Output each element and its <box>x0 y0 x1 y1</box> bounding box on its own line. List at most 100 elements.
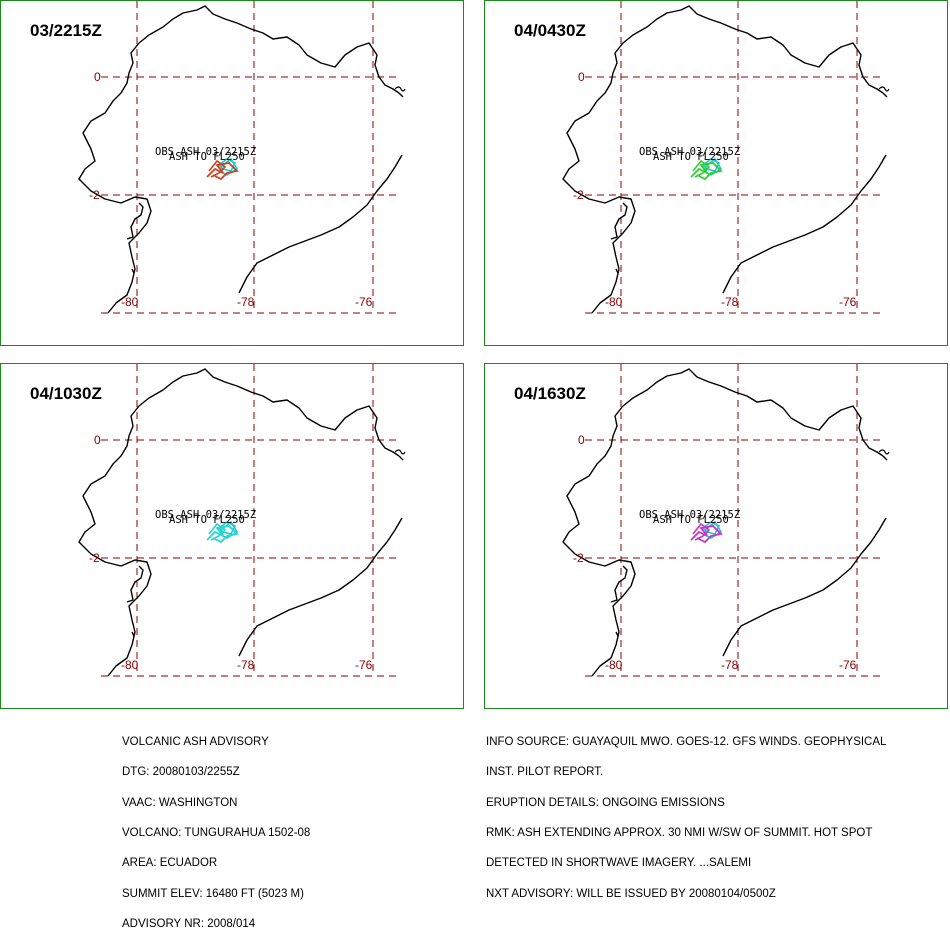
advisory-line: ADVISORY NR: 2008/014 <box>122 917 256 930</box>
latlon-grid <box>585 1 885 314</box>
forecast-ash-polygon <box>692 159 711 178</box>
ash-cloud <box>206 157 239 181</box>
obs-ash-label: OBS ASH 03/2215Z <box>639 146 740 158</box>
panel-time: 04/0430Z <box>514 21 586 40</box>
forecast-ash-polygon <box>692 522 711 541</box>
longitude-label: -78 <box>721 658 739 672</box>
coastline-path <box>126 202 144 240</box>
panel-time: 04/1630Z <box>514 384 586 403</box>
advisory-left: VOLCANIC ASH ADVISORY DTG: 20080103/2255… <box>122 717 310 939</box>
coast-detail <box>131 631 135 637</box>
longitude-label: -76 <box>355 295 373 309</box>
longitude-label: -78 <box>721 295 739 309</box>
advisory-line: RMK: ASH EXTENDING APPROX. 30 NMI W/SW O… <box>486 827 873 840</box>
longitude-label: -80 <box>605 295 623 309</box>
forecast-ash-polygon <box>690 525 723 544</box>
coastline-path <box>610 565 628 603</box>
coast-detail <box>615 631 619 637</box>
forecast-ash-polygon <box>206 162 239 181</box>
river-mark <box>394 449 406 455</box>
latitude-label: 0 <box>578 433 585 447</box>
coastline-path <box>562 368 884 677</box>
advisory-line: VOLCANIC ASH ADVISORY <box>122 736 269 749</box>
latitude-label: -2 <box>573 551 584 565</box>
coastline <box>78 368 406 677</box>
longitude-label: -80 <box>605 658 623 672</box>
latitude-label: 0 <box>578 70 585 84</box>
advisory-line: ERUPTION DETAILS: ONGOING EMISSIONS <box>486 796 725 809</box>
river-mark <box>878 86 890 92</box>
border-path <box>882 455 888 461</box>
coast-detail <box>131 268 135 274</box>
ash-level-label: ASH TO FL250 <box>653 514 729 526</box>
river-mark <box>878 449 890 455</box>
coastline <box>562 5 890 314</box>
map-panel-4: 0 -2 -80 -78 -76 OBS ASH 03/2215Z ASH TO FL250… <box>484 363 948 709</box>
obs-ash-label: OBS ASH 03/2215Z <box>639 509 740 521</box>
map-panel-3: 0 -2 -80 -78 -76 OBS ASH 03/2215Z ASH TO FL250… <box>0 363 464 709</box>
ash-cloud <box>206 520 239 544</box>
forecast-ash-polygon <box>206 525 239 544</box>
coastline-path <box>562 5 884 314</box>
border-path <box>398 455 404 461</box>
advisory-right: INFO SOURCE: GUAYAQUIL MWO. GOES-12. GFS… <box>486 717 886 909</box>
latitude-label: -2 <box>573 188 584 202</box>
latitude-label: -2 <box>89 551 100 565</box>
longitude-label: -80 <box>121 295 139 309</box>
coastline-path <box>610 202 628 240</box>
forecast-ash-polygon <box>208 159 227 178</box>
advisory-line: NXT ADVISORY: WILL BE ISSUED BY 20080104… <box>486 887 776 900</box>
coastline <box>78 5 406 314</box>
andes-border-line <box>238 154 403 294</box>
latitude-label: 0 <box>94 70 101 84</box>
coastline-path <box>78 368 400 677</box>
forecast-ash-polygon <box>208 522 227 541</box>
river-mark <box>394 86 406 92</box>
advisory-line: SUMMIT ELEV: 16480 FT (5023 M) <box>122 887 304 900</box>
ash-level-label: ASH TO FL250 <box>169 151 245 163</box>
advisory-line: DTG: 20080103/2255Z <box>122 766 240 779</box>
latlon-grid <box>101 1 401 314</box>
longitude-label: -76 <box>839 658 857 672</box>
latlon-grid <box>101 364 401 677</box>
border-path <box>398 92 404 98</box>
latitude-label: -2 <box>89 188 100 202</box>
map-panel-2: 0 -2 -80 -78 -76 OBS ASH 03/2215Z ASH TO FL250… <box>484 0 948 346</box>
latlon-grid <box>585 364 885 677</box>
ash-level-label: ASH TO FL250 <box>653 151 729 163</box>
andes-border-line <box>238 517 403 657</box>
longitude-label: -78 <box>237 658 255 672</box>
advisory-line: VAAC: WASHINGTON <box>122 796 238 809</box>
longitude-label: -78 <box>237 295 255 309</box>
forecast-ash-polygon <box>690 162 723 181</box>
coastline-path <box>78 5 400 314</box>
andes-border-line <box>722 154 887 294</box>
advisory-line: DETECTED IN SHORTWAVE IMAGERY. ...SALEMI <box>486 857 752 870</box>
advisory-line: INST. PILOT REPORT. <box>486 766 604 779</box>
map-panel-1: 0 -2 -80 -78 -76 OBS ASH 03/2215Z ASH TO FL250… <box>0 0 464 346</box>
longitude-label: -76 <box>839 295 857 309</box>
obs-ash-label: OBS ASH 03/2215Z <box>155 146 256 158</box>
advisory-line: INFO SOURCE: GUAYAQUIL MWO. GOES-12. GFS… <box>486 736 887 749</box>
latitude-label: 0 <box>94 433 101 447</box>
ash-cloud <box>690 520 723 544</box>
andes-border-line <box>722 517 887 657</box>
coastline <box>562 368 890 677</box>
longitude-label: -76 <box>355 658 373 672</box>
border-path <box>882 92 888 98</box>
ash-cloud <box>690 157 723 181</box>
obs-ash-label: OBS ASH 03/2215Z <box>155 509 256 521</box>
panel-time: 03/2215Z <box>30 21 102 40</box>
advisory-line: VOLCANO: TUNGURAHUA 1502-08 <box>122 827 311 840</box>
advisory-line: AREA: ECUADOR <box>122 857 218 870</box>
panel-time: 04/1030Z <box>30 384 102 403</box>
coastline-path <box>126 565 144 603</box>
